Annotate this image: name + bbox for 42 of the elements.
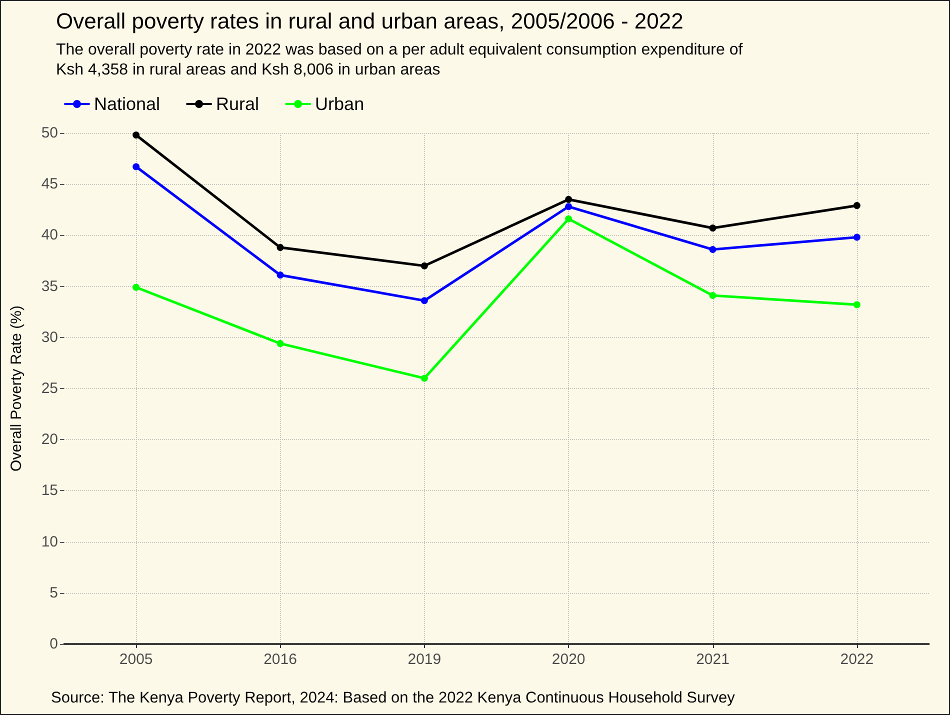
x-tick-label: 2022 [840,651,874,668]
point [420,262,428,270]
x-tick-label: 2005 [119,651,153,668]
y-tick-label: 45 [41,176,58,193]
y-tick-label: 20 [41,431,58,448]
y-axis-title: Overall Poverty Rate (%) [8,306,25,472]
chart-title: Overall poverty rates in rural and urban areas, 2005/2006 - 2022 [56,8,684,34]
y-tick-label: 40 [41,226,58,244]
y-tick-label: 30 [41,328,58,346]
point [853,234,860,241]
point [853,202,860,210]
point [276,272,284,279]
point [132,132,140,139]
x-tick-label: 2016 [264,651,297,668]
point [132,284,140,291]
y-tick-label: 35 [41,278,58,295]
y-tick-label: 5 [50,584,58,602]
y-tick-label: 25 [41,380,58,397]
legend-label: Rural [216,94,260,114]
point [420,374,428,382]
y-tick-label: 50 [41,124,58,142]
point [132,163,140,170]
point [276,340,284,348]
point [565,203,572,210]
point [420,297,428,304]
legend-label: Urban [315,94,364,114]
x-tick-label: 2019 [408,651,442,668]
y-tick-label: 10 [41,533,58,550]
point [565,215,572,222]
y-tick-label: 15 [41,482,58,500]
point [709,224,716,232]
source-note: Source: The Kenya Poverty Report, 2024: Based on the 2022 Kenya Continuous Household Survey [51,690,736,706]
point [709,246,716,254]
x-tick-label: 2020 [552,651,586,668]
point [709,292,716,299]
point [276,244,284,251]
point [853,301,860,308]
chart-subtitle: The overall poverty rate in 2022 was based on a per adult equivalent consumption expenditure of Ksh 4,358 in rural areas and Ksh 8,006 in urban areas [56,42,744,78]
legend-label: National [94,94,160,114]
x-tick-label: 2021 [696,651,730,668]
y-tick-label: 0 [50,636,58,652]
point [565,196,572,203]
